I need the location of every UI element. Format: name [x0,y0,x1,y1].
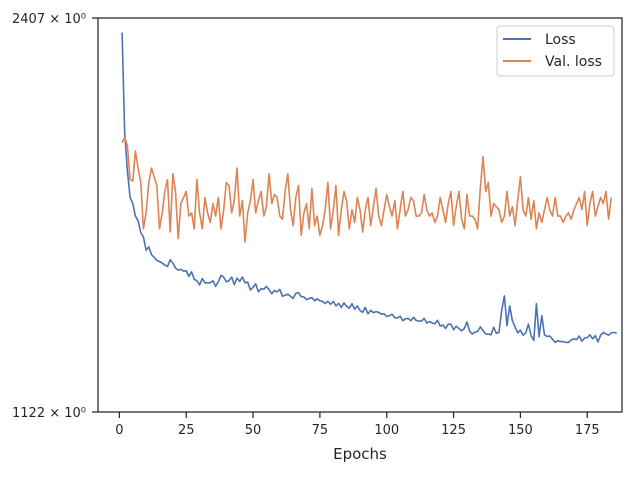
legend: Loss Val. loss [496,25,615,77]
x-tick-label-150: 150 [508,423,533,438]
x-axis: 0 25 50 75 100 125 150 175 [115,412,600,438]
x-tick-label-0: 0 [115,423,123,438]
legend-label-loss: Loss [545,32,576,48]
x-tick-label-25: 25 [178,423,195,438]
plot-lines [121,32,617,344]
y-tick-label-top: 2407 × 10⁰ [12,12,86,27]
series-line-val-loss [121,136,613,243]
x-tick-label-100: 100 [374,423,399,438]
series-line-loss [121,32,617,344]
plot-frame [97,17,623,413]
x-tick-label-50: 50 [245,423,262,438]
y-tick-label-bottom: 1122 × 10⁰ [12,406,86,421]
x-tick-label-175: 175 [575,423,600,438]
x-tick-label-125: 125 [441,423,466,438]
x-tick-label-75: 75 [312,423,329,438]
x-axis-label: Epochs [333,445,387,463]
y-axis: 2407 × 10⁰ 1122 × 10⁰ [12,12,98,421]
legend-label-val-loss: Val. loss [545,54,602,70]
